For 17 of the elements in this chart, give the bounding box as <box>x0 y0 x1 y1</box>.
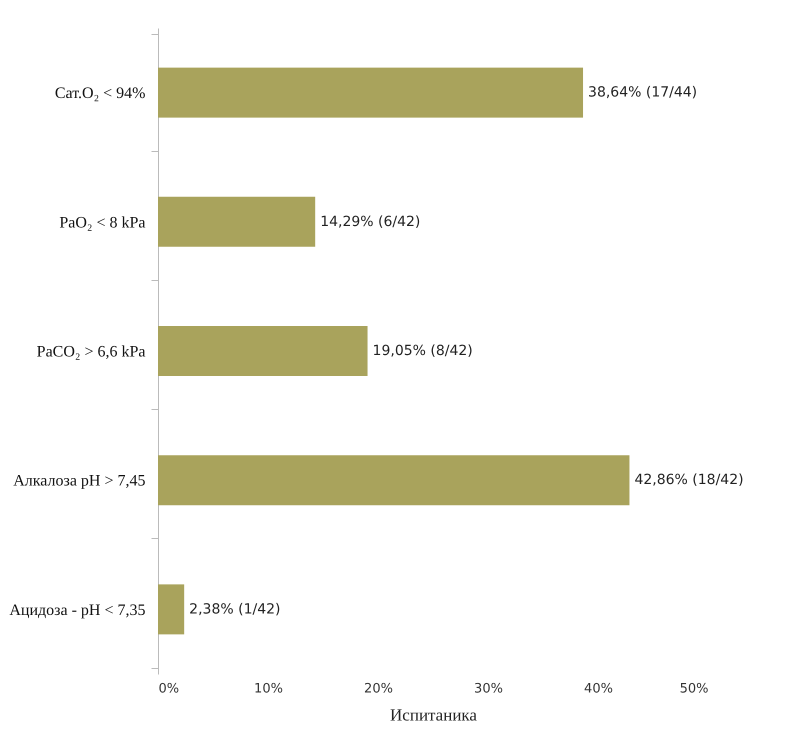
x-axis-title: Испитаника <box>390 706 478 724</box>
x-tick-label: 20% <box>364 682 393 696</box>
data-label: 2,38% (1/42) <box>189 601 280 618</box>
x-tick-label: 50% <box>680 682 708 696</box>
data-label: 14,29% (6/42) <box>320 214 420 230</box>
x-tick-label: 30% <box>474 682 503 696</box>
x-tick-label: 10% <box>254 682 283 696</box>
y-tick-label: Сат.O₂ < 94% <box>54 85 146 102</box>
y-tick-label: PaO₂ < 8 kPa <box>59 214 146 232</box>
y-tick-label: Ацидоза - pH < 7,35 <box>9 602 146 619</box>
data-label: 38,64% (17/44) <box>588 84 698 101</box>
y-tick-label: Алкалоза pH > 7,45 <box>13 472 146 490</box>
y-tick-label: PaCO₂ > 6,6 kPa <box>36 344 146 360</box>
x-tick-label: 0% <box>158 682 180 696</box>
x-tick-label: 40% <box>584 682 613 696</box>
data-label: 42,86% (18/42) <box>634 472 744 488</box>
data-label: 19,05% (8/42) <box>372 343 473 359</box>
